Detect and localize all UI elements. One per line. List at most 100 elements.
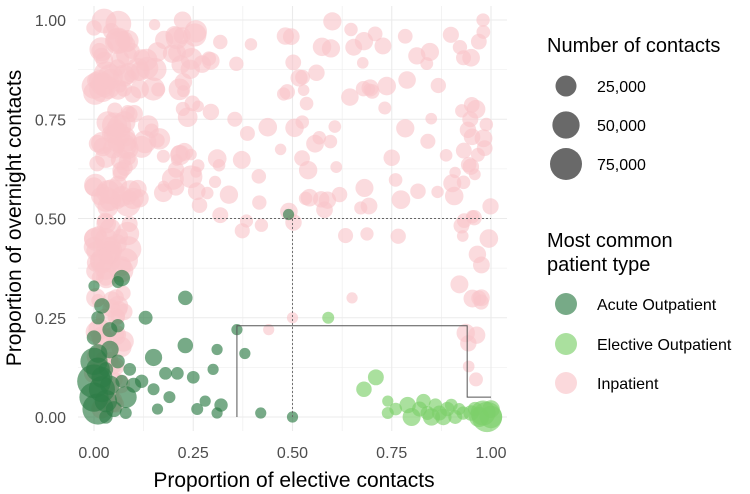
inpatient-point xyxy=(207,149,227,168)
inpatient-point xyxy=(439,148,453,162)
inpatient-point xyxy=(468,245,487,264)
acute-outpatient-point xyxy=(163,391,176,404)
inpatient-point xyxy=(263,324,275,336)
color-legend: Most common patient type Acute Outpatien… xyxy=(547,230,732,394)
inpatient-point xyxy=(312,191,330,208)
acute-outpatient-point xyxy=(178,290,193,306)
size-legend-key xyxy=(555,75,577,97)
inpatient-point xyxy=(191,159,205,172)
inpatient-point xyxy=(397,28,413,44)
inpatient-point xyxy=(89,37,114,62)
inpatient-point xyxy=(360,227,374,241)
inpatient-point xyxy=(355,178,374,198)
acute-outpatient-point xyxy=(211,343,223,356)
inpatient-point xyxy=(474,129,493,148)
acute-outpatient-point xyxy=(191,403,204,416)
color-legend-label: Acute Outpatient xyxy=(597,297,717,314)
inpatient-point xyxy=(285,118,304,138)
inpatient-point xyxy=(111,50,130,69)
y-tick-label: 0.75 xyxy=(35,112,66,129)
inpatient-point xyxy=(227,111,243,127)
y-tick-label: 0.50 xyxy=(35,212,66,229)
acute-outpatient-point xyxy=(110,354,125,369)
inpatient-point xyxy=(378,101,392,115)
acute-outpatient-point xyxy=(105,401,122,418)
inpatient-point xyxy=(177,107,198,128)
acute-outpatient-point xyxy=(186,370,200,384)
inpatient-point xyxy=(476,13,490,27)
elective-outpatient-point xyxy=(467,401,483,417)
inpatient-point xyxy=(453,217,470,234)
inpatient-point xyxy=(251,169,267,184)
inpatient-point xyxy=(377,76,396,96)
acute-outpatient-point xyxy=(214,398,228,412)
inpatient-point xyxy=(84,177,104,197)
inpatient-point xyxy=(156,149,170,163)
inpatient-point xyxy=(213,34,228,50)
size-legend-key xyxy=(550,148,582,180)
inpatient-point xyxy=(472,289,490,307)
inpatient-point xyxy=(420,57,434,70)
elective-outpatient-point xyxy=(482,400,500,418)
x-tick-label: 1.00 xyxy=(475,445,506,462)
acute-outpatient-point xyxy=(119,407,132,420)
acute-outpatient-point xyxy=(138,310,153,325)
inpatient-point xyxy=(174,73,193,91)
inpatient-point xyxy=(328,120,342,133)
inpatient-point xyxy=(374,37,392,55)
acute-outpatient-point xyxy=(177,337,194,354)
y-axis-title: Proportion of overnight contacts xyxy=(3,70,26,367)
inpatient-point xyxy=(286,312,299,324)
y-tick-label: 1.00 xyxy=(35,13,66,30)
color-legend-label: Inpatient xyxy=(597,376,659,393)
inpatient-point xyxy=(183,23,207,47)
data-points xyxy=(77,8,503,433)
color-legend-label: Elective Outpatient xyxy=(597,337,732,354)
elective-outpatient-point xyxy=(453,403,466,416)
inpatient-point xyxy=(112,330,134,352)
acute-outpatient-point xyxy=(111,276,124,289)
inpatient-point xyxy=(410,183,426,200)
acute-outpatient-point xyxy=(199,395,211,407)
inpatient-point xyxy=(390,228,406,244)
inpatient-point xyxy=(141,77,165,101)
inpatient-point xyxy=(258,117,278,137)
elective-outpatient-point xyxy=(416,393,431,409)
size-legend: Number of contacts 25,000 50,000 75,000 xyxy=(547,35,720,180)
size-legend-label: 75,000 xyxy=(597,157,646,174)
reference-lines xyxy=(94,218,491,417)
inpatient-point xyxy=(354,201,368,215)
x-tick-label: 0.25 xyxy=(178,445,209,462)
inpatient-point xyxy=(116,159,133,176)
acute-outpatient-point xyxy=(171,366,184,380)
inpatient-point xyxy=(212,207,229,224)
inpatient-point xyxy=(103,138,124,159)
inpatient-point xyxy=(234,223,250,239)
inpatient-point xyxy=(430,77,447,94)
inpatient-point xyxy=(229,56,244,71)
acute-outpatient-point xyxy=(100,375,120,395)
inpatient-point xyxy=(157,180,170,193)
size-legend-label: 50,000 xyxy=(597,118,646,135)
acute-outpatient-point xyxy=(147,383,160,396)
inpatient-point xyxy=(466,210,482,226)
inpatient-point xyxy=(295,69,311,85)
acute-outpatient-point xyxy=(207,363,219,375)
inpatient-point xyxy=(341,88,359,106)
inpatient-point xyxy=(130,189,149,208)
acute-outpatient-point xyxy=(98,362,114,377)
inpatient-point xyxy=(356,57,369,69)
inpatient-point xyxy=(254,218,269,232)
inpatient-point xyxy=(462,360,475,373)
elective-outpatient-point xyxy=(389,402,403,416)
acute-outpatient-point xyxy=(88,344,108,363)
inpatient-point xyxy=(298,160,318,180)
elective-outpatient-point xyxy=(322,311,335,324)
x-axis-title: Proportion of elective contacts xyxy=(153,469,434,492)
inpatient-point xyxy=(239,125,255,141)
inpatient-point xyxy=(443,174,462,193)
inpatient-point xyxy=(388,173,403,187)
inpatient-point xyxy=(208,175,222,189)
inpatient-point xyxy=(297,84,310,96)
inpatient-point xyxy=(459,121,477,139)
